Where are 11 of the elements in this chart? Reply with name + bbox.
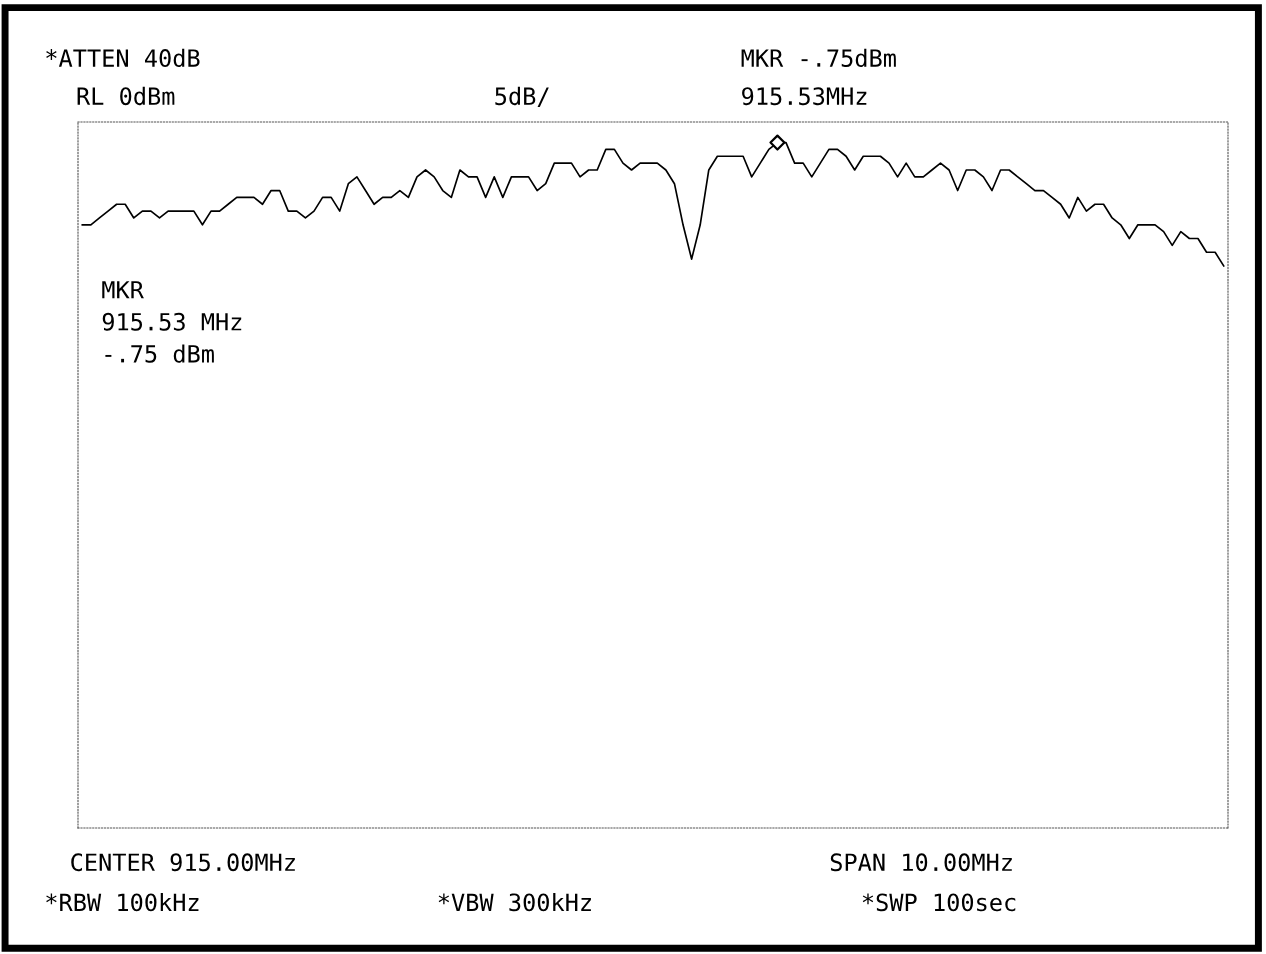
annotation: MKR 915.53 MHz -.75 dBm — [102, 281, 242, 363]
text: CENTER 915.00MHz — [71, 853, 295, 872]
text: *VBW 300kHz — [438, 892, 591, 912]
text: MKR -.75dBm — [741, 48, 896, 67]
text: *ATTEN 40dB — [46, 48, 200, 67]
text: RL 0dBm — [77, 86, 175, 106]
text: SPAN 10.00MHz — [830, 853, 1012, 872]
text: *SWP 100sec — [862, 893, 1016, 912]
text: *RBW 100kHz — [46, 892, 199, 912]
text: 5dB/ — [495, 86, 549, 107]
text: 915.53MHz — [742, 87, 867, 106]
